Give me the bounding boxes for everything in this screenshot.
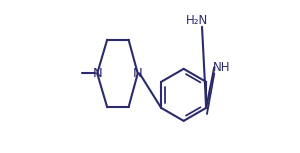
Text: N: N (133, 67, 142, 80)
Text: NH: NH (212, 61, 230, 74)
Text: H₂N: H₂N (186, 14, 208, 27)
Text: N: N (92, 67, 102, 80)
